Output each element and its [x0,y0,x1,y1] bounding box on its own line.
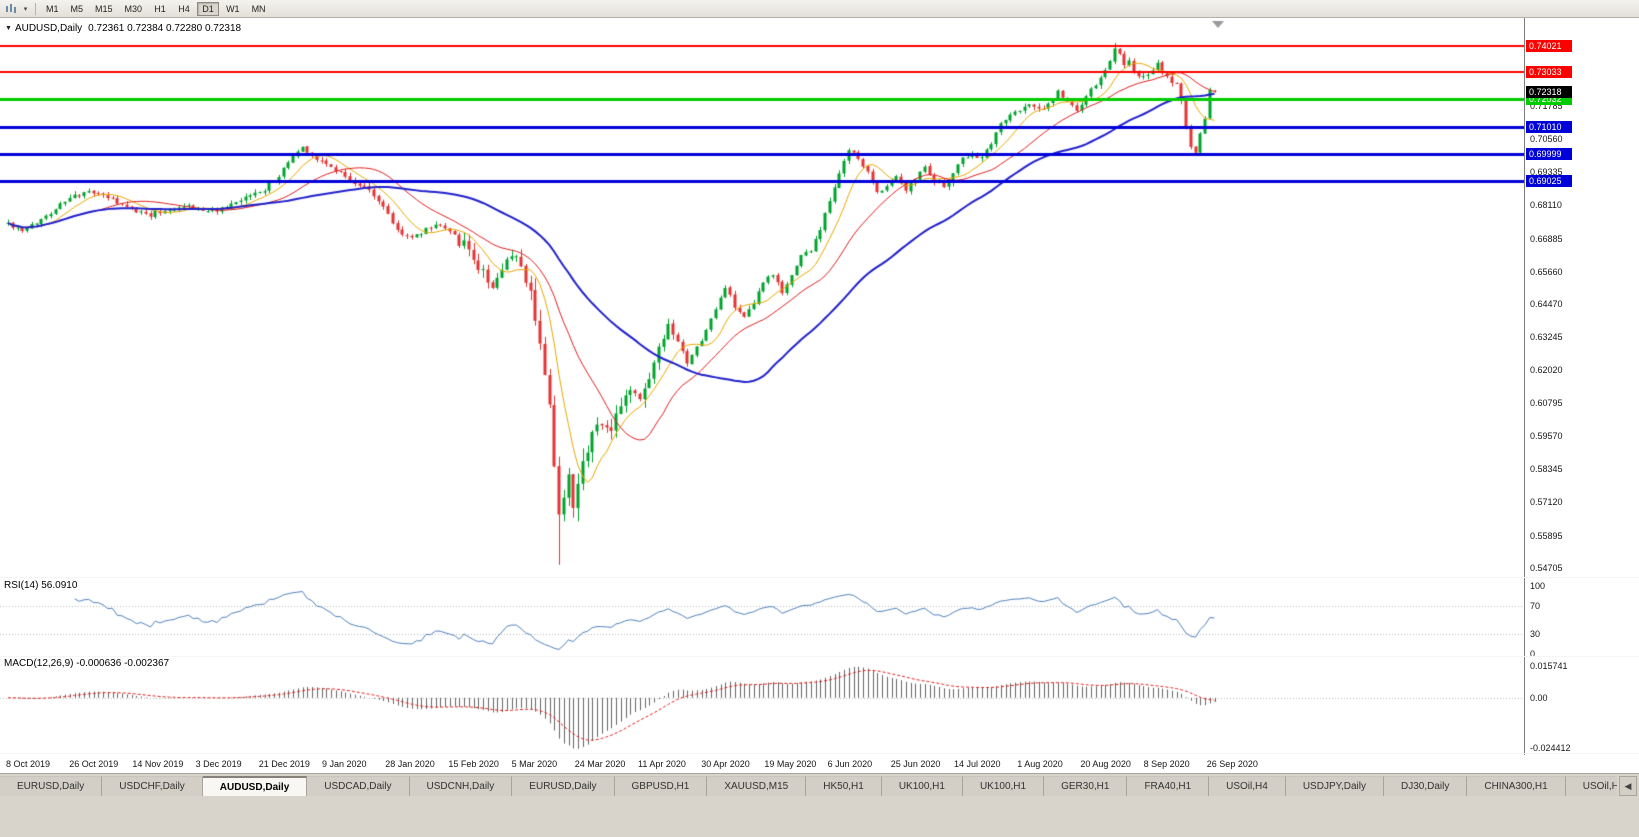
timeframe-button-mn[interactable]: MN [251,3,266,14]
timeframe-button-d1[interactable]: D1 [197,1,220,16]
chart-tab-xauusd-m15[interactable]: XAUUSD,M15 [707,776,807,796]
time-axis[interactable]: 8 Oct 2019 26 Oct 2019 14 Nov 2019 3 Dec 20… [0,755,1524,773]
time-axis-label: 11 Apr 2020 [638,759,686,769]
price-axis-tick: 0.54705 [1530,562,1563,573]
rsi-axis-tick: 70 [1530,601,1541,612]
time-axis-label: 6 Jun 2020 [827,759,873,769]
chart-type-dropdown-caret-icon[interactable]: ▾ [23,5,28,13]
timeframe-buttons-group: M1 M5 M15 M30 H1 H4 D1 W1 MN [41,1,271,16]
time-axis-label: 14 Jul 2020 [954,759,1001,769]
price-axis-tick: 0.59570 [1530,431,1563,442]
chart-tab-zone: EURUSD,Daily USDCHF,Daily AUDUSD,Daily USDC… [0,773,1639,837]
price-axis-tick: 0.65660 [1530,266,1563,277]
chart-ohlc-values: 0.72361 0.72384 0.72280 0.72318 [88,23,242,34]
macd-axis-tick: 0.015741 [1530,660,1568,671]
macd-axis-tick: 0.00 [1530,692,1548,703]
time-axis-label: 8 Sep 2020 [1143,759,1190,769]
time-axis-label: 9 Jan 2020 [322,759,367,769]
time-axis-label: 20 Aug 2020 [1080,759,1131,769]
macd-axis-tick: -0.024412 [1530,742,1571,753]
chart-tab-usdcad-daily[interactable]: USDCAD,Daily [307,776,410,796]
timeframe-button-m30[interactable]: M30 [124,3,143,14]
price-axis-tick: 0.64470 [1530,298,1563,309]
timeframe-button-m1[interactable]: M1 [46,3,59,14]
time-axis-label: 24 Mar 2020 [574,759,626,769]
time-axis-label: 8 Oct 2019 [6,759,51,769]
chart-tab-uk100-h1[interactable]: UK100,H1 [881,776,963,796]
chart-symbol-title: AUDUSD,Daily [14,23,83,34]
timeframe-button-m5[interactable]: M5 [70,3,84,14]
time-axis-label: 21 Dec 2019 [258,759,310,769]
price-chart-canvas[interactable] [0,18,1524,755]
chart-tab-bar: EURUSD,Daily USDCHF,Daily AUDUSD,Daily USDC… [0,776,1617,796]
chart-tab-ger30-h1[interactable]: GER30,H1 [1044,776,1128,796]
chart-title: ▼ AUDUSD,Daily 0.72361 0.72384 0.72280 0.7… [5,23,241,34]
chart-tab-hk50-h1[interactable]: HK50,H1 [806,776,882,796]
chart-tab-dj30-daily[interactable]: DJ30,Daily [1384,776,1468,796]
time-axis-label: 30 Apr 2020 [701,759,750,769]
time-axis-label: 26 Oct 2019 [69,759,119,769]
chart-collapse-icon[interactable]: ▼ [5,25,12,32]
hline-price-label: 0.69999 [1526,148,1572,161]
hline-price-label: 0.69025 [1526,174,1572,187]
panel-splitter-rsi-macd[interactable] [0,656,1639,657]
current-price-label: 0.72318 [1526,85,1572,98]
price-axis-tick: 0.66885 [1530,233,1563,244]
chart-tab-fra40-h1[interactable]: FRA40,H1 [1127,776,1210,796]
panel-splitter-main-rsi[interactable] [0,577,1639,578]
chart-tab-china300-h1[interactable]: CHINA300,H1 [1467,776,1566,796]
timeframe-button-h4[interactable]: H4 [178,3,190,14]
price-axis-tick: 0.71785 [1530,101,1563,112]
chart-tab-uk100-h1[interactable]: UK100,H1 [962,776,1045,796]
hline-price-label: 0.71010 [1526,121,1572,134]
time-axis-label: 5 Mar 2020 [511,759,558,769]
price-axis-tick: 0.62020 [1530,365,1563,376]
rsi-axis-tick: 30 [1530,628,1541,639]
toolbar-separator [35,2,36,15]
chart-tab-gbpusd-h1[interactable]: GBPUSD,H1 [614,776,708,796]
chart-tab-usoil-h1[interactable]: USOil,H1 [1565,776,1617,796]
price-axis[interactable]: 0.71785 0.70560 0.69335 0.68110 0.66885 0.656… [1524,18,1639,755]
time-axis-label: 3 Dec 2019 [195,759,242,769]
chart-tab-usoil-h4[interactable]: USOil,H4 [1209,776,1286,796]
price-axis-tick: 0.63245 [1530,331,1563,342]
chart-tab-audusd-daily[interactable]: AUDUSD,Daily [202,776,308,796]
price-axis-tick: 0.68110 [1530,200,1562,211]
price-axis-tick: 0.70560 [1530,134,1563,145]
time-axis-label: 19 May 2020 [764,759,817,769]
time-axis-label: 26 Sep 2020 [1206,759,1258,769]
chart-tab-usdcnh-daily[interactable]: USDCNH,Daily [409,776,513,796]
macd-indicator-label: MACD(12,26,9) -0.000636 -0.002367 [4,658,170,669]
tab-scroll-left-button[interactable]: ◀ [1619,776,1637,796]
chart-tab-eurusd-daily[interactable]: EURUSD,Daily [512,776,615,796]
time-axis-label: 28 Jan 2020 [385,759,435,769]
time-axis-label: 14 Nov 2019 [132,759,184,769]
timeframe-button-m15[interactable]: M15 [95,3,113,14]
chart-tab-usdchf-daily[interactable]: USDCHF,Daily [102,776,203,796]
time-axis-label: 25 Jun 2020 [890,759,941,769]
price-axis-tick: 0.55895 [1530,530,1563,541]
chart-tab-usdjpy-daily[interactable]: USDJPY,Daily [1285,776,1384,796]
rsi-axis-tick: 0 [1530,649,1536,659]
timeframe-button-w1[interactable]: W1 [226,3,240,14]
chart-tab-eurusd-daily[interactable]: EURUSD,Daily [0,776,103,796]
hline-price-label: 0.74021 [1526,39,1572,52]
hline-price-label: 0.73033 [1526,66,1572,79]
price-axis-tick: 0.60795 [1530,398,1563,409]
rsi-axis-tick: 100 [1530,581,1546,591]
price-axis-tick: 0.57120 [1530,497,1563,508]
time-axis-label: 15 Feb 2020 [448,759,499,769]
rsi-indicator-label: RSI(14) 56.0910 [4,580,78,591]
timeframe-toolbar: ▾ M1 M5 M15 M30 H1 H4 D1 W1 MN [0,0,1639,18]
status-bar [0,798,1639,836]
time-axis-label: 1 Aug 2020 [1017,759,1063,769]
price-axis-tick: 0.69335 [1530,167,1563,178]
price-axis-tick: 0.58345 [1530,464,1563,475]
chart-type-icon[interactable] [3,2,19,16]
timeframe-button-h1[interactable]: H1 [154,3,166,14]
panel-splitter-macd-timescale[interactable] [0,753,1639,754]
